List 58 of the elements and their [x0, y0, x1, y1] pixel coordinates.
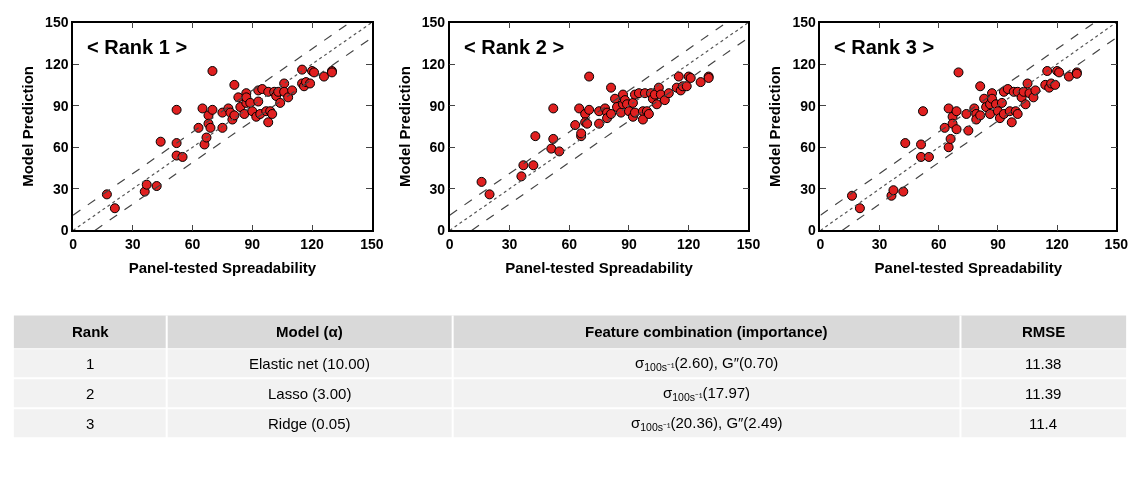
y-tick-label: 60	[800, 139, 817, 156]
annotation: < Rank 3 >	[834, 36, 935, 58]
y-tick-label: 150	[421, 14, 446, 31]
y-tick-label: 0	[60, 222, 69, 239]
y-tick-label: 0	[437, 222, 446, 239]
y-tick-label: 120	[421, 55, 446, 72]
y-tick-label: 30	[52, 180, 69, 197]
x-axis-title: Panel-tested Spreadability	[874, 259, 1063, 277]
y-axis-title: Model Prediction	[766, 66, 784, 187]
x-axis-title: Panel-tested Spreadability	[128, 259, 317, 277]
x-tick-label: 30	[125, 235, 141, 252]
y-tick-label: 90	[429, 97, 446, 114]
y-axis-title: Model Prediction	[18, 66, 36, 187]
category-label: RMSE	[1022, 323, 1066, 340]
category-label: Feature combination (importance)	[585, 323, 828, 340]
text: Ridge (0.05)	[268, 415, 351, 432]
x-tick-label: 90	[621, 235, 637, 252]
y-tick-label: 60	[52, 139, 69, 156]
x-tick-label: 60	[931, 235, 947, 252]
annotation: < Rank 1 >	[87, 36, 188, 58]
x-axis-title: Panel-tested Spreadability	[505, 259, 694, 277]
text: σ$_{100s⁻¹}$(2.60), G″(0.70)	[635, 354, 779, 374]
text: 11.38	[1025, 355, 1062, 372]
annotation: < Rank 2 >	[464, 36, 565, 58]
text: Lasso (3.00)	[268, 385, 352, 402]
category-label: Model (α)	[276, 323, 343, 340]
y-tick-label: 150	[45, 14, 69, 31]
x-tick-label: 150	[736, 235, 761, 252]
text: 11.4	[1029, 415, 1058, 432]
x-tick-label: 150	[1104, 235, 1129, 252]
y-tick-label: 120	[792, 55, 817, 72]
text: 3	[86, 415, 95, 432]
y-tick-label: 90	[52, 97, 69, 114]
x-tick-label: 120	[677, 235, 701, 252]
x-tick-label: 90	[990, 235, 1006, 252]
y-tick-label: 30	[429, 180, 446, 197]
y-tick-label: 150	[792, 14, 817, 31]
y-tick-label: 60	[429, 139, 446, 156]
y-tick-label: 30	[800, 180, 817, 197]
text: 2	[86, 385, 95, 402]
x-tick-label: 120	[1045, 235, 1070, 252]
y-tick-label: 120	[45, 55, 69, 72]
x-tick-label: 150	[360, 235, 384, 252]
text: 11.39	[1025, 385, 1062, 402]
x-tick-label: 60	[561, 235, 578, 252]
y-tick-label: 0	[808, 222, 817, 239]
text: σ$_{100s⁻¹}$(20.36), G″(2.49)	[631, 414, 783, 434]
y-tick-label: 90	[800, 97, 817, 114]
text: Elastic net (10.00)	[249, 355, 370, 372]
x-tick-label: 90	[244, 235, 261, 252]
category-label: Rank	[72, 323, 110, 340]
text: σ$_{100s⁻¹}$(17.97)	[663, 384, 751, 404]
x-tick-label: 60	[184, 235, 201, 252]
text: 1	[86, 355, 95, 372]
x-tick-label: 30	[501, 235, 518, 252]
y-axis-title: Model Prediction	[395, 66, 413, 187]
x-tick-label: 120	[300, 235, 324, 252]
x-tick-label: 30	[871, 235, 888, 252]
